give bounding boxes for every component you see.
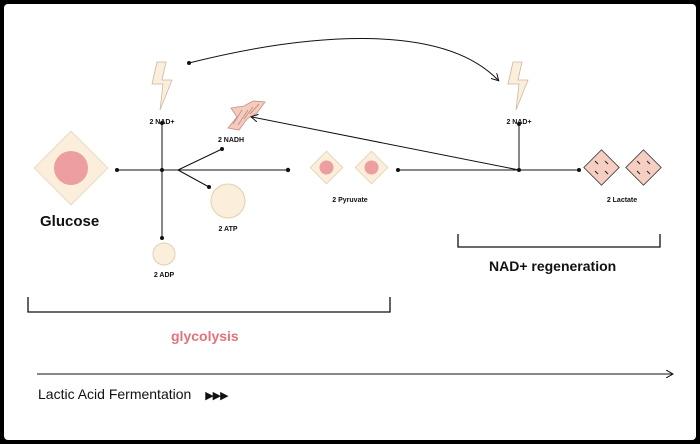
nad-plus-right-bolt <box>507 61 529 111</box>
glycolysis-label: glycolysis <box>171 328 239 344</box>
fermentation-text: Lactic Acid Fermentation <box>38 386 192 402</box>
glycolysis-bracket <box>27 297 391 313</box>
lactate-molecule-1 <box>583 149 620 186</box>
nad-plus-left-label: 2 NAD+ <box>149 119 174 126</box>
pyruvate-molecule-1 <box>309 150 344 185</box>
nadh-label: 2 NADH <box>218 137 244 144</box>
fermentation-label: Lactic Acid Fermentation ▶▶▶ <box>38 386 229 402</box>
atp-label: 2 ATP <box>218 226 237 233</box>
lactate-molecule-2 <box>625 149 662 186</box>
nad-plus-left-bolt <box>151 61 173 111</box>
glucose-label: Glucose <box>40 213 100 230</box>
atp-molecule <box>210 183 246 219</box>
pyruvate-label: 2 Pyruvate <box>332 197 368 204</box>
glycolysis-pathway <box>115 121 291 240</box>
adp-molecule <box>152 242 176 266</box>
lightning-bolt-icon <box>151 61 173 111</box>
diagram-panel <box>4 4 696 440</box>
fermentation-pathway <box>252 117 581 172</box>
lactate-label: 2 Lactate <box>607 197 637 204</box>
nad-regeneration-label: NAD+ regeneration <box>489 258 617 274</box>
glucose-molecule <box>33 130 109 206</box>
pyruvate-molecule-2 <box>354 150 389 185</box>
nad-regeneration-bracket <box>457 234 661 248</box>
adp-label: 2 ADP <box>154 272 175 279</box>
lightning-bolt-icon <box>507 61 529 111</box>
triple-play-arrow-icon: ▶▶▶ <box>205 390 228 402</box>
nad-plus-right-label: 2 NAD+ <box>506 119 531 126</box>
nad-recycle-arrow <box>188 38 498 80</box>
